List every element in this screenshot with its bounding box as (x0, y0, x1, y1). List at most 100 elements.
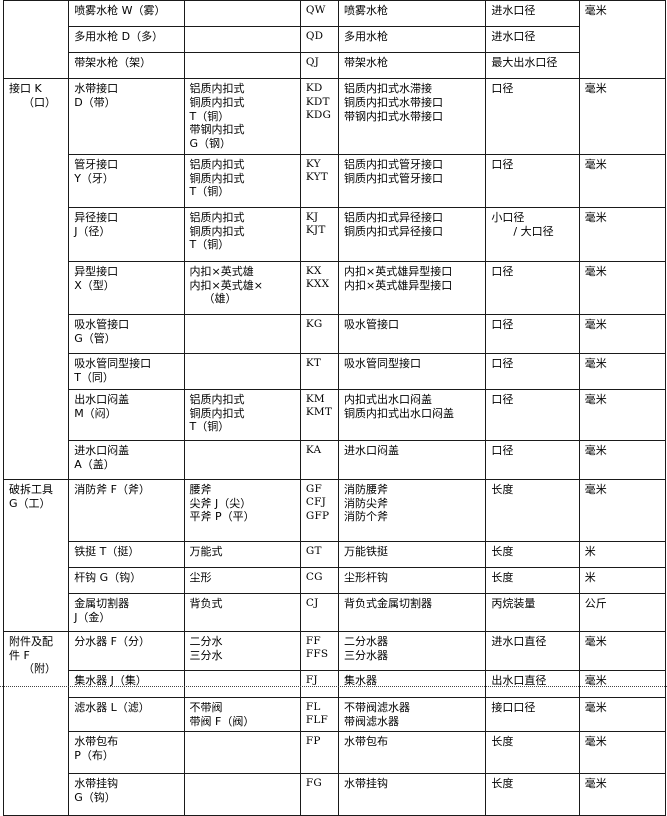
code-cell: FL FLF (299, 696, 339, 733)
param-line: 进水口径 (491, 4, 536, 17)
unit-line: 毫米 (584, 482, 607, 496)
unit-line: 毫米 (584, 317, 607, 331)
type-line: 腰斧 (189, 482, 212, 496)
fullname-line: 带阀滤水器 (343, 714, 399, 728)
name-cell: 杆钩 G（钩） (68, 566, 185, 594)
fullname-line: 吸水管同型接口 (343, 356, 421, 370)
fullname-line: 铜质内扣式出水口闷盖 (343, 406, 454, 420)
name-cell: 吸水管接口 G（管） (68, 313, 185, 354)
code-line: CG (305, 570, 323, 583)
fullname-line: 消防个斧 (343, 510, 388, 524)
table-row: 水带包布 P（布） FP 水带包布 长度 毫米 (4, 731, 667, 775)
unit-line: 毫米 (584, 264, 607, 278)
name-line: 异径接口 (74, 210, 119, 224)
param-line: 最大出水口径 (491, 56, 558, 69)
name-cell: 铁挺 T（挺） (68, 540, 185, 568)
unit-cell: 毫米 (578, 478, 667, 542)
name-cell: 金属切割器 J（金） (68, 592, 185, 632)
table-row: 吸水管同型接口 T（同） KT 吸水管同型接口 口径 毫米 (4, 352, 667, 390)
param-cell: 口径 (485, 313, 580, 354)
param-cell: 口径 (485, 78, 580, 155)
type-cell: 铝质内扣式 铜质内扣式 T（铜） 带钢内扣式 G（钢） (183, 78, 301, 155)
fullname-cell: 铝质内扣式异径接口 铜质内扣式异径接口 (337, 206, 487, 262)
param-line: 口径 (491, 317, 514, 331)
category-cell-pochai: 破拆工具 G（工） (2, 478, 70, 632)
type-line: 尘形 (189, 570, 212, 584)
code-line: FLF (305, 714, 329, 727)
unit-line: 毫米 (584, 735, 607, 749)
name-cell: 水带接口 D（带） (68, 78, 185, 155)
type-cell: 不带阀 带阀 F（阀） (183, 696, 301, 733)
fullname-line: 多用水枪 (343, 30, 388, 43)
name-line: T（同） (74, 370, 114, 384)
unit-line: 毫米 (584, 634, 607, 648)
code-line: QW (305, 4, 326, 16)
type-line: T（铜） (189, 238, 230, 252)
code-line: FL (305, 700, 321, 713)
table-row: 水带挂钩 G（钩） FG 水带挂钩 长度 毫米 (4, 773, 667, 816)
code-cell: CJ (299, 592, 339, 632)
fullname-line: 喷雾水枪 (343, 4, 388, 17)
fullname-line: 三分水器 (343, 648, 388, 662)
type-cell (183, 0, 301, 27)
code-cell: CG (299, 566, 339, 594)
fullname-line: 水带挂钩 (343, 777, 388, 791)
type-line: 不带阀 (189, 700, 223, 714)
type-line: 尖斧 J（尖） (189, 496, 252, 510)
param-cell: 进水口径 (485, 26, 580, 53)
param-cell: 长度 (485, 478, 580, 542)
category-cell-fujian: 附件及配 件 F （附） (2, 630, 70, 816)
name-line: 多用水枪 D（多） (74, 30, 164, 43)
fullname-cell: 铝质内扣式水滞接 铜质内扣式水带接口 带钢内扣式水带接口 (337, 78, 487, 155)
fullname-line: 带架水枪 (343, 56, 388, 69)
code-cell: KY KYT (299, 153, 339, 208)
type-cell: 万能式 (183, 540, 301, 568)
type-cell (183, 52, 301, 79)
name-line: G（钩） (74, 791, 116, 804)
type-cell: 铝质内扣式 铜质内扣式 T（铜） (183, 153, 301, 208)
name-cell: 管牙接口 Y（牙） (68, 153, 185, 208)
name-line: 金属切割器 (74, 596, 130, 610)
table-row: 异型接口 X（型） 内扣×英式雄 内扣×英式雄× （雄） KX KXX 内扣×英… (4, 260, 667, 315)
unit-line: 米 (584, 570, 596, 584)
unit-cell: 毫米 (578, 669, 667, 698)
param-line: 进水口直径 (491, 634, 547, 648)
code-line: GT (305, 544, 322, 557)
code-cell: KA (299, 439, 339, 480)
table-row: 喷雾水枪 W（雾） QW 喷雾水枪 进水口径 毫米 (2, 0, 667, 79)
param-line: 长度 (491, 570, 514, 584)
name-cell: 带架水枪（架） (68, 52, 185, 79)
type-line: T（铜） (189, 109, 230, 123)
name-cell: 水带包布 P（布） (68, 731, 185, 775)
code-line: KY (305, 157, 321, 170)
table-row: 进水口闷盖 A（盖） KA 进水口闷盖 口径 毫米 (4, 439, 667, 480)
unit-cell: 毫米 (578, 260, 667, 315)
type-cell: 腰斧 尖斧 J（尖） 平斧 P（平） (183, 478, 301, 542)
param-line: 口径 (491, 82, 514, 95)
table-row: 滤水器 L（滤） 不带阀 带阀 F（阀） FL FLF 不带阀滤水器 带阀滤水器… (4, 696, 667, 733)
unit-line: 毫米 (584, 82, 607, 95)
unit-line: 毫米 (584, 210, 607, 224)
name-line: 铁挺 T（挺） (74, 544, 140, 558)
type-line: 铜质内扣式 (189, 95, 245, 109)
table-row: 多用水枪 D（多） QD 多用水枪 进水口径 (4, 26, 666, 53)
unit-cell: 毫米 (578, 630, 667, 671)
param-line: 口径 (491, 392, 514, 406)
type-line: 铜质内扣式 (189, 171, 245, 185)
table-row: 带架水枪（架） QJ 带架水枪 最大出水口径 (4, 52, 666, 79)
type-line: 背负式 (189, 596, 223, 610)
unit-line: 毫米 (584, 777, 607, 791)
code-line: KG (305, 317, 323, 330)
name-line: 吸水管接口 (74, 317, 130, 331)
type-line: 万能式 (189, 544, 223, 558)
type-cell (183, 439, 301, 480)
type-line: T（铜） (189, 185, 230, 199)
fullname-cell: 带架水枪 (337, 52, 487, 79)
type-line: 铝质内扣式 (189, 157, 245, 171)
unit-cell: 米 (578, 566, 667, 594)
name-line: J（径） (74, 224, 111, 238)
code-cell: FF FFS (299, 630, 339, 671)
category-line: 接口 K (9, 82, 42, 95)
category-line: 件 F (9, 648, 30, 662)
name-cell: 出水口闷盖 M（闷） (68, 388, 185, 441)
